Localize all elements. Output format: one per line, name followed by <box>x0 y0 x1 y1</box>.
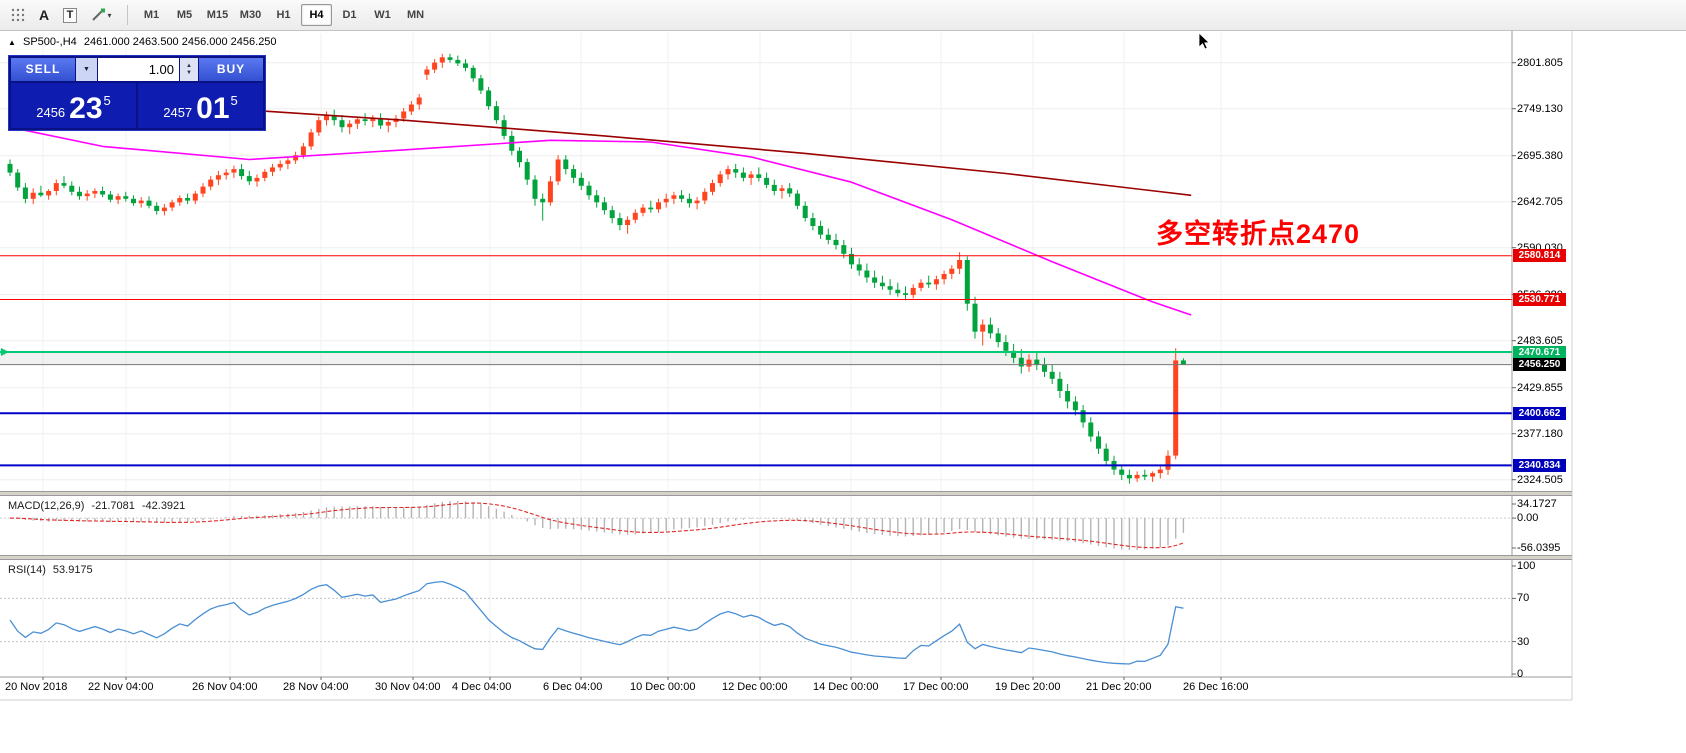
volume-input[interactable]: 1.00 <box>98 58 179 81</box>
sell-price-pipette: 5 <box>103 93 111 108</box>
chevron-down-icon: ▼ <box>83 66 90 73</box>
volume-stepper[interactable]: ▲ ▼ <box>180 58 198 81</box>
rsi-indicator-label: RSI(14) 53.9175 <box>8 564 100 576</box>
chart-symbol-period: SP500-,H4 <box>22 36 77 48</box>
stepper-up-icon: ▲ <box>186 62 192 69</box>
one-click-trading-panel: SELL ▼ 1.00 ▲ ▼ BUY 2456 23 5 2457 01 5 <box>8 55 266 131</box>
buy-price-pips: 01 <box>196 92 230 125</box>
price-band <box>0 352 1512 365</box>
macd-main-value: -21.7081 <box>91 500 135 512</box>
grid <box>0 33 1512 676</box>
chart-title: ▲ SP500-,H4 2461.000 2463.500 2456.000 2… <box>8 36 281 48</box>
grid-dots-tool-button[interactable] <box>5 3 31 27</box>
macd-layer <box>0 501 1512 550</box>
candles-layer <box>7 53 1186 484</box>
buy-price-pipette: 5 <box>230 93 238 108</box>
text-label-tool-button[interactable]: A <box>31 3 57 27</box>
text-box-icon: T <box>62 7 78 23</box>
panel-splitter[interactable] <box>0 555 1572 560</box>
text-label-icon: A <box>38 7 50 23</box>
tf-button-m5[interactable]: M5 <box>176 9 193 21</box>
buy-price-base: 2457 <box>163 105 193 120</box>
stepper-down-icon: ▼ <box>186 69 192 76</box>
macd-indicator-label: MACD(12,26,9) -21.7081 -42.3921 <box>8 500 192 512</box>
mouse-cursor <box>1198 33 1210 50</box>
sell-price-display[interactable]: 2456 23 5 <box>11 83 136 128</box>
macd-signal-value: -42.3921 <box>141 500 186 512</box>
price-scale[interactable] <box>1512 31 1572 677</box>
rsi-layer <box>0 580 1512 665</box>
chart-annotation-text: 多空转折点2470 <box>1156 219 1361 249</box>
sell-price-pips: 23 <box>69 92 103 125</box>
tf-button-mn[interactable]: MN <box>406 9 425 21</box>
buy-button[interactable]: BUY <box>199 58 263 81</box>
panel-splitter[interactable] <box>0 491 1572 496</box>
line-studies-tool-button[interactable]: ▾ <box>83 3 119 27</box>
chart-ohlc-values: 2461.000 2463.500 2456.000 2456.250 <box>83 36 277 48</box>
tf-button-m30[interactable]: M30 <box>239 9 262 21</box>
chart-icon: ▲ <box>8 38 16 47</box>
sell-price-base: 2456 <box>36 105 66 120</box>
time-axis[interactable] <box>0 678 1572 700</box>
tf-button-d1[interactable]: D1 <box>342 9 357 21</box>
tf-button-h4[interactable]: H4 <box>301 4 332 26</box>
timeframe-button-group: M1 M5 M15 M30 H1 H4 D1 W1 MN <box>136 4 433 26</box>
volume-dropdown[interactable]: ▼ <box>76 58 97 81</box>
sell-button[interactable]: SELL <box>11 58 75 81</box>
macd-name: MACD(12,26,9) <box>8 500 85 512</box>
text-box-tool-button[interactable]: T <box>57 3 83 27</box>
moving-average-line <box>9 126 1192 316</box>
buy-price-display[interactable]: 2457 01 5 <box>138 83 263 128</box>
grid-dots-icon <box>11 8 25 22</box>
toolbar: A T ▾ M1 M5 M15 M30 H1 H4 D1 W1 MN <box>0 0 1686 31</box>
toolbar-separator <box>127 5 128 25</box>
pencil-line-icon <box>92 8 106 21</box>
tf-button-h1[interactable]: H1 <box>276 9 291 21</box>
tf-button-w1[interactable]: W1 <box>374 9 391 21</box>
volume-value: 1.00 <box>148 62 174 77</box>
tf-button-m1[interactable]: M1 <box>143 9 160 21</box>
tf-button-m15[interactable]: M15 <box>206 9 229 21</box>
chevron-down-icon: ▾ <box>107 10 112 20</box>
rsi-value: 53.9175 <box>52 564 93 576</box>
level-left-marker <box>1 348 9 356</box>
rsi-name: RSI(14) <box>8 564 46 576</box>
